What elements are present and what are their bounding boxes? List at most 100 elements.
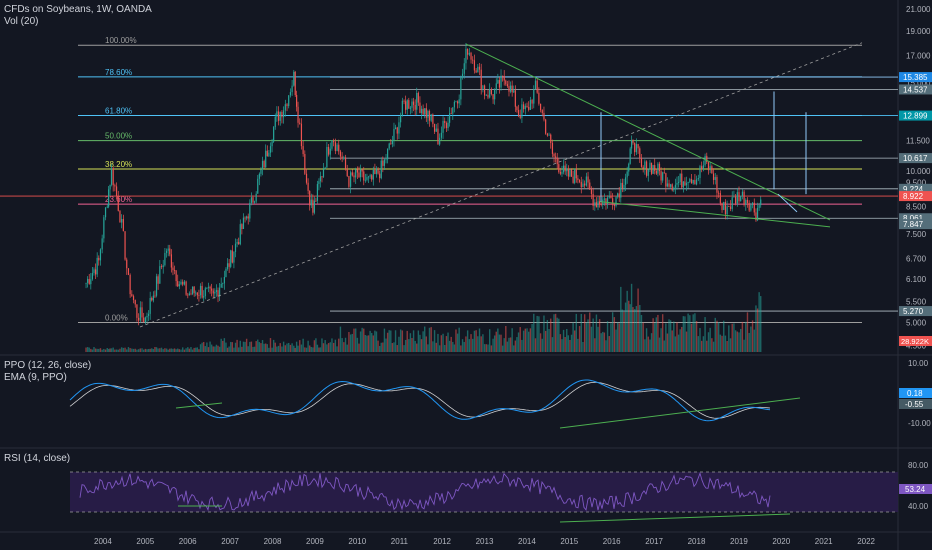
volume-bar [252,346,254,352]
volume-bar [704,317,706,352]
candle-body [692,179,694,184]
volume-bar [463,341,465,352]
candle-body [85,282,87,284]
volume-bar [482,334,484,352]
rsi-divergence-line [559,513,791,523]
volume-bar [386,332,389,352]
candle-body [206,287,208,289]
candle-body [93,269,95,274]
ppo-divergence-line [559,397,801,429]
volume-bar [162,349,164,352]
candle-body [526,105,528,107]
candle-body [719,193,721,204]
candle-body [329,148,331,155]
price-axis-tick: 6.100 [906,275,927,284]
volume-bar [299,340,301,352]
volume-bar [191,349,194,352]
volume-bar [416,343,418,352]
candle-body [676,182,678,185]
volume-bar [228,346,230,352]
volume-bar [206,342,208,352]
candle-body [220,283,222,288]
candle-body [492,94,494,100]
price-axis-badge-text: 14.537 [903,85,928,94]
volume-bar [572,322,574,352]
volume-bar [380,342,382,352]
volume-bar [728,325,730,352]
candle-body [743,191,745,205]
candle-body [696,179,698,185]
volume-bar [448,340,451,352]
candle-body [503,75,505,81]
price-axis-badge-text: 10.617 [903,154,928,163]
volume-bar [90,348,92,352]
candle-body [497,80,499,84]
candle-body [553,153,555,157]
candle-body [318,181,320,185]
candle-body [649,162,651,170]
volume-bar [498,334,501,352]
candle-body [452,107,454,114]
price-axis-badge-text: 8.922 [903,192,924,201]
candle-body [279,111,281,121]
volume-bar [679,329,681,352]
volume-bar [277,345,280,352]
candle-body [580,181,582,188]
candle-body [106,206,108,208]
candle-body [709,166,711,171]
price-axis-badge-text: 7.847 [903,220,924,229]
volume-bar [582,341,584,352]
volume-bar [654,323,656,352]
volume-bar [578,326,581,352]
candle-body [379,173,381,179]
candle-body [572,176,574,183]
price-axis-badge [899,183,932,194]
candle-body [637,144,639,149]
price-axis-badge-text: 12.899 [903,112,928,121]
volume-bar [630,283,633,352]
volume-bar [399,329,402,352]
candle-body [134,300,136,305]
candle-body [157,276,159,284]
candle-body [326,146,328,168]
volume-bar [433,330,436,352]
x-axis-tick: 2006 [179,537,197,546]
main-chart-title: CFDs on Soybeans, 1W, OANDA [4,4,152,15]
volume-bar [329,342,331,352]
volume-bar [750,326,752,352]
candle-body [566,168,568,172]
x-axis-tick: 2022 [857,537,875,546]
volume-bar [519,327,521,352]
candle-body [96,257,98,275]
candle-body [495,83,497,91]
volume-bar [602,331,604,352]
candle-body [694,179,696,185]
volume-bar [396,345,398,352]
price-axis-badge [899,191,932,202]
candle-body [716,177,718,193]
candle-body [556,157,558,165]
candle-body [634,142,636,153]
volume-bar [621,309,624,352]
volume-bar [733,323,735,352]
candle-body [374,169,376,175]
volume-bar [231,342,234,352]
candle-body [465,48,467,64]
volume-bar [336,346,338,352]
candle-body [587,176,589,183]
fib-level-label: 38.20% [105,160,132,169]
volume-bar [610,323,612,352]
volume-bar [274,342,276,352]
volume-bar [297,345,299,352]
candle-body [230,250,232,267]
candle-body [249,202,251,219]
ppo-axis-badge [899,388,932,398]
candle-body [178,284,180,287]
price-axis-tick: 21.000 [906,5,931,14]
candle-body [612,198,614,205]
candle-body [467,48,469,55]
candle-body [647,169,649,176]
volume-bar [756,308,759,352]
x-axis-tick: 2015 [560,537,578,546]
